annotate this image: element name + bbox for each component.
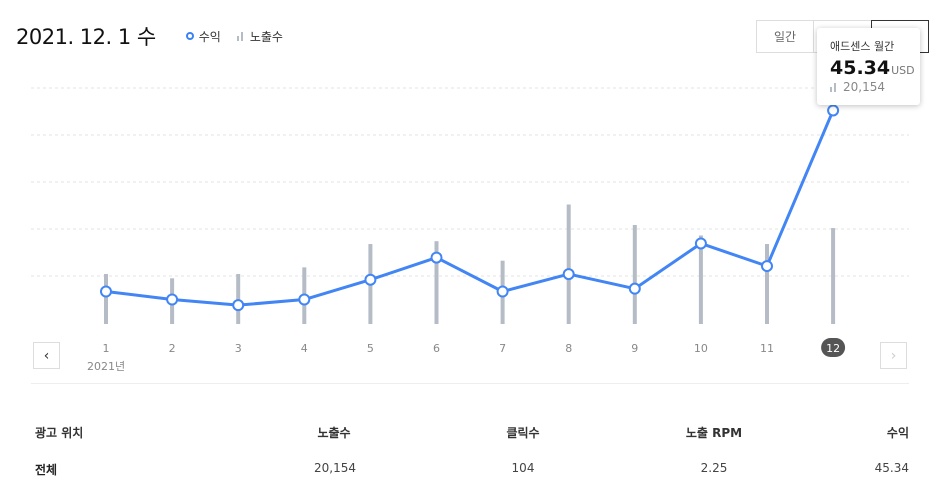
revenue-point — [628, 282, 641, 295]
chart-header: 2021. 12. 1 수 수익 노출수 — [16, 20, 299, 52]
selected-date: 2021. 12. 1 수 — [16, 25, 156, 49]
chevron-right-icon: › — [890, 347, 897, 364]
legend-item-revenue: 수익 — [185, 28, 221, 45]
revenue-point — [166, 293, 179, 306]
revenue-point — [827, 104, 840, 117]
revenue-point — [430, 251, 443, 264]
column-header-revenue: 수익 — [886, 426, 909, 440]
impressions-bar — [765, 244, 769, 324]
revenue-point — [298, 293, 311, 306]
x-tick-label: 2 — [169, 342, 176, 355]
cell-placement: 전체 — [35, 463, 58, 477]
year-label: 2021년 — [87, 360, 126, 373]
impressions-bar — [236, 274, 241, 324]
tooltip-impressions: 20,154 — [830, 80, 920, 94]
legend: 수익 노출수 — [185, 28, 299, 45]
x-tick-label-selected: 12 — [826, 342, 840, 355]
cell-clicks: 104 — [511, 461, 535, 475]
column-header-impressions: 노출수 — [317, 426, 351, 440]
tooltip-unit: USD — [891, 64, 915, 77]
legend-item-impressions: 노출수 — [236, 28, 283, 45]
legend-label-revenue: 수익 — [198, 29, 221, 44]
revenue-point — [694, 237, 707, 250]
impressions-bar — [632, 224, 637, 324]
x-tick-label: 3 — [235, 342, 242, 355]
tooltip-title: 애드센스 월간 — [830, 40, 895, 53]
impressions-bar — [434, 241, 439, 324]
x-tick-label: 7 — [499, 342, 506, 355]
period-button-daily[interactable]: 일간 — [756, 20, 814, 53]
revenue-point — [496, 285, 509, 298]
bar-chart-icon — [830, 82, 838, 92]
x-tick-label: 4 — [301, 342, 308, 355]
column-header-rpm: 노출 RPM — [685, 426, 743, 440]
cell-impressions: 20,154 — [314, 461, 356, 475]
revenue-point — [364, 273, 377, 286]
cell-revenue: 45.34 — [874, 461, 909, 475]
x-tick-label: 1 — [103, 342, 110, 355]
revenue-point — [562, 268, 575, 281]
x-tick-label: 5 — [367, 342, 374, 355]
tooltip-value: 45.34USD — [830, 57, 920, 79]
divider — [31, 383, 909, 384]
x-tick-label: 8 — [565, 342, 572, 355]
cell-rpm: 2.25 — [700, 461, 728, 475]
table-row: 전체 20,154 104 2.25 45.34 — [0, 461, 936, 481]
column-header-placement: 광고 위치 — [35, 426, 84, 440]
revenue-point — [232, 299, 245, 312]
legend-label-impressions: 노출수 — [249, 29, 283, 44]
x-tick-label: 9 — [631, 342, 638, 355]
impressions-bar — [831, 228, 836, 324]
tooltip-revenue: 45.34 — [830, 57, 891, 79]
impressions-bar — [566, 204, 571, 324]
line-marker-icon — [185, 32, 194, 40]
impressions-bar — [104, 274, 108, 324]
revenue-point — [761, 260, 773, 273]
next-button[interactable]: › — [880, 342, 907, 369]
x-tick-label: 6 — [433, 342, 440, 355]
prev-button[interactable]: ‹ — [33, 342, 60, 369]
revenue-point — [100, 285, 112, 298]
impressions-bar — [698, 235, 703, 324]
chevron-left-icon: ‹ — [43, 347, 50, 364]
bar-chart-icon — [236, 31, 245, 41]
x-tick-label: 10 — [694, 342, 708, 355]
table-header: 광고 위치 노출수 클릭수 노출 RPM 수익 — [0, 424, 936, 444]
chart-canvas: 1 2 3 4 5 6 7 8 9 10 11 12 — [31, 87, 909, 357]
chart-tooltip: 애드센스 월간 45.34USD 20,154 — [817, 28, 920, 105]
selected-month-badge — [821, 338, 846, 357]
x-tick-label: 11 — [760, 342, 774, 355]
column-header-clicks: 클릭수 — [506, 426, 540, 440]
revenue-line — [105, 109, 835, 307]
tooltip-impressions-value: 20,154 — [843, 80, 885, 94]
